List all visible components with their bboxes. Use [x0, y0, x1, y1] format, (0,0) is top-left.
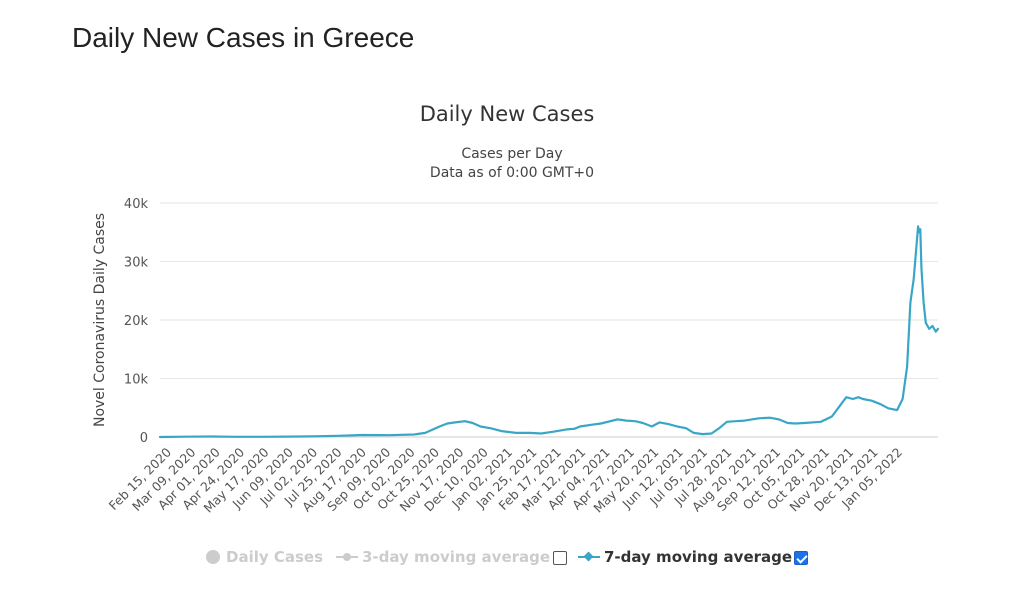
legend-label-daily-cases: Daily Cases: [226, 548, 324, 566]
y-tick-label: 40k: [124, 197, 149, 212]
circle-icon: [206, 550, 220, 564]
legend-item-daily-cases[interactable]: Daily Cases: [206, 548, 323, 566]
y-tick-label: 10k: [124, 373, 149, 388]
checkbox-3-day-average[interactable]: [553, 551, 567, 565]
series-group: [158, 225, 940, 439]
legend-label-7-day-average: 7-day moving average: [604, 548, 793, 566]
legend-item-3-day-average[interactable]: 3-day moving average: [336, 548, 550, 566]
y-tick-label: 30k: [124, 256, 149, 271]
chart-title: Daily New Cases: [419, 102, 595, 126]
line-diamond-icon: [578, 550, 600, 564]
series-line-7-day-average[interactable]: [158, 225, 940, 439]
chart-subtitle-2: Data as of 0:00 GMT+0: [429, 165, 595, 181]
legend: Daily Cases 3-day moving average 7-day m…: [0, 546, 1014, 570]
y-axis-ticks: 0 10k 20k 30k 40k: [124, 197, 149, 446]
legend-item-7-day-average[interactable]: 7-day moving average: [578, 548, 792, 566]
checkbox-7-day-average[interactable]: [794, 551, 808, 565]
y-tick-label: 0: [140, 431, 148, 446]
y-axis-label: Novel Coronavirus Daily Cases: [92, 213, 108, 427]
line-circle-icon: [336, 550, 358, 564]
grid-lines: [160, 202, 938, 379]
chart-subtitle-1: Cases per Day: [461, 146, 563, 162]
legend-label-3-day-average: 3-day moving average: [362, 548, 551, 566]
page-heading: Daily New Cases in Greece: [72, 22, 415, 53]
y-tick-label: 20k: [124, 314, 149, 329]
